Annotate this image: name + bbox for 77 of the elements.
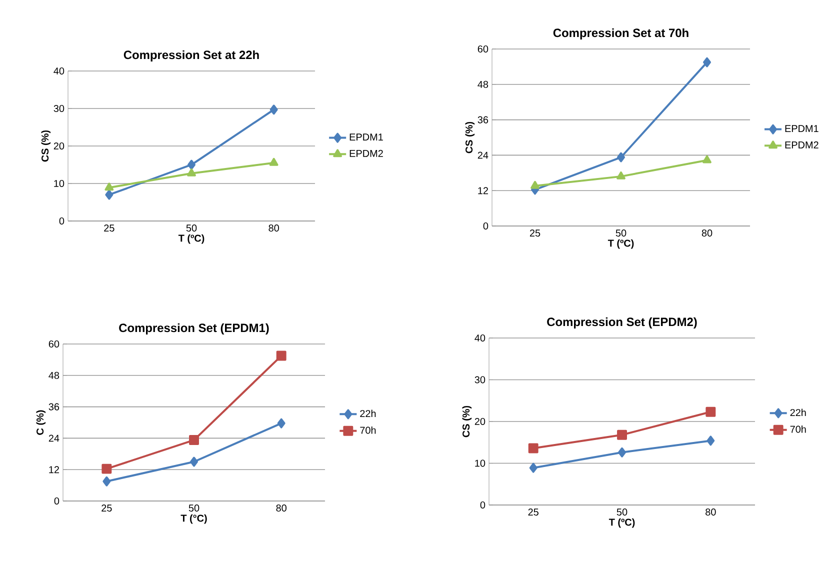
x-tick-label: 80 (276, 504, 286, 512)
legend-label: 22h (360, 410, 376, 418)
y-tick-label: 12 (478, 187, 488, 194)
point (188, 160, 196, 170)
y-tick-label: 36 (478, 116, 488, 124)
point (529, 462, 538, 473)
x-tick-label: 25 (102, 504, 112, 512)
point (269, 158, 278, 166)
y-tick-label: 0 (59, 217, 64, 225)
point (706, 406, 716, 417)
point (528, 443, 538, 454)
point (277, 418, 286, 428)
y-tick-label: 48 (478, 80, 488, 88)
point (530, 180, 540, 189)
point (276, 350, 286, 361)
x-tick-label: 50 (616, 508, 628, 516)
y-axis-title: CS (%) (41, 130, 51, 162)
y-tick-label: 20 (474, 418, 486, 426)
x-tick-label: 50 (186, 224, 197, 232)
y-tick-label: 36 (48, 403, 60, 410)
point (102, 464, 112, 474)
point (703, 57, 711, 68)
legend-label: EPDM2 (350, 150, 383, 157)
y-tick-label: 30 (54, 104, 64, 112)
y-tick-label: 0 (483, 222, 488, 230)
chart-title: Compression Set (EPDM2) (547, 317, 697, 329)
legend-label: EPDM1 (350, 134, 383, 140)
y-tick-label: 24 (478, 152, 488, 159)
y-tick-label: 60 (478, 45, 488, 53)
y-tick-label: 60 (48, 340, 60, 348)
point (616, 171, 626, 180)
chart-title: Compression Set at 70h (553, 28, 688, 40)
y-tick-label: 40 (474, 334, 486, 342)
y-tick-label: 30 (474, 376, 486, 384)
chart-title: Compression Set (EPDM1) (119, 323, 269, 335)
point (270, 104, 278, 115)
y-tick-label: 10 (54, 180, 64, 188)
legend-label: 70h (360, 426, 376, 434)
legend-label: EPDM2 (785, 141, 818, 148)
y-tick-label: 24 (48, 434, 60, 442)
x-tick-label: 80 (268, 224, 279, 232)
y-axis-title: CS (%) (465, 122, 475, 154)
legend-label: 70h (790, 425, 806, 433)
point (617, 152, 625, 162)
point (105, 190, 114, 200)
y-tick-label: 12 (49, 466, 59, 474)
point (702, 155, 712, 164)
y-axis-title: CS (%) (462, 406, 472, 438)
y-tick-label: 48 (48, 372, 60, 379)
point (617, 430, 627, 440)
x-tick-label: 50 (616, 230, 626, 237)
x-tick-label: 25 (530, 230, 540, 237)
x-axis-title: T (°C) (180, 514, 207, 524)
y-tick-label: 40 (54, 67, 64, 75)
x-tick-label: 80 (706, 508, 716, 516)
y-tick-label: 0 (54, 497, 60, 505)
legend-label: 22h (790, 408, 806, 416)
x-tick-label: 25 (528, 508, 538, 516)
y-tick-label: 20 (54, 142, 64, 150)
y-axis-title: C (%) (36, 410, 46, 435)
x-axis-title: T (ºC) (178, 234, 204, 244)
point (618, 447, 626, 458)
point (102, 476, 111, 486)
legend-label: EPDM1 (785, 125, 818, 132)
x-tick-label: 50 (188, 504, 200, 512)
chart-title: Compression Set at 22h (124, 50, 259, 62)
point (189, 435, 199, 446)
x-tick-label: 25 (104, 224, 114, 232)
x-axis-title: T (ºC) (608, 518, 635, 528)
point (187, 168, 196, 176)
y-tick-label: 0 (480, 501, 486, 509)
x-tick-label: 80 (702, 230, 712, 237)
point (190, 456, 198, 467)
point (104, 182, 114, 191)
y-tick-label: 10 (475, 460, 486, 467)
x-axis-title: T (ºC) (608, 239, 634, 249)
point (706, 436, 715, 446)
